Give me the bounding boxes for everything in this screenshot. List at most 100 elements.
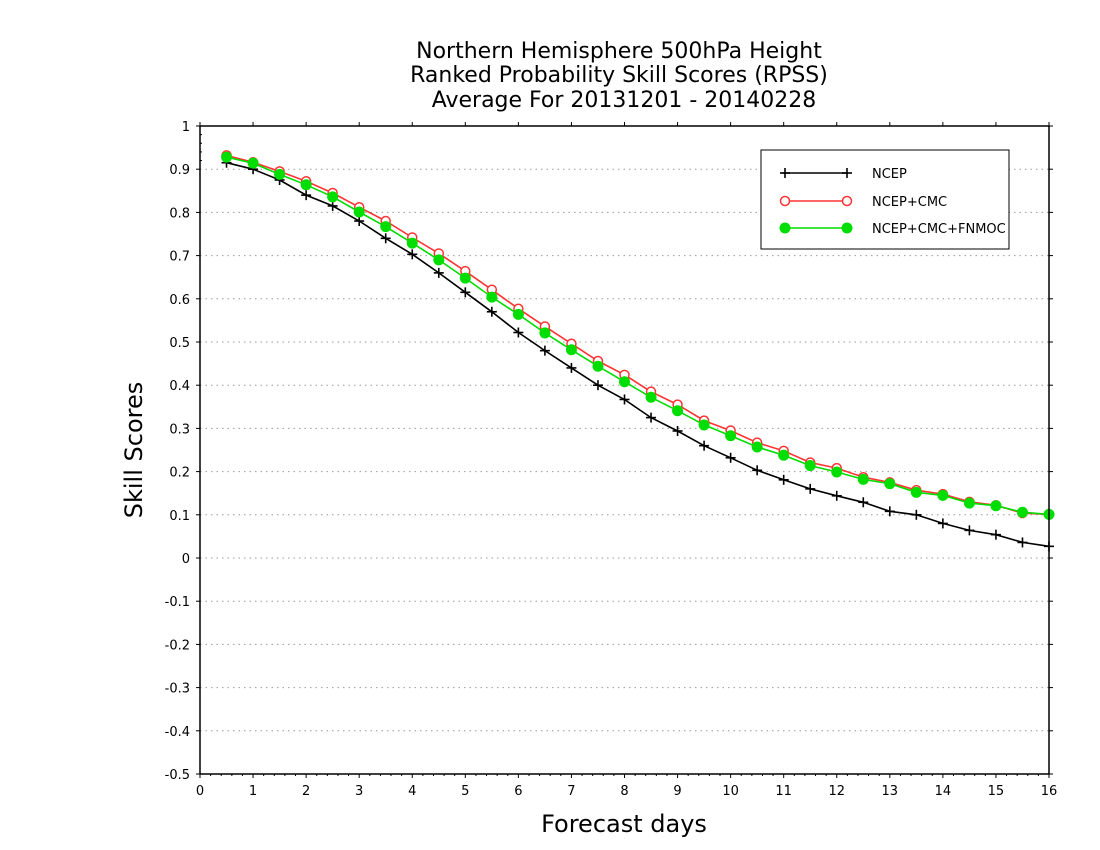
data-point: [725, 430, 737, 442]
data-point: [459, 272, 471, 284]
x-tick-label: 0: [196, 784, 204, 799]
y-tick-label: -0.5: [165, 768, 190, 783]
data-point: [646, 412, 657, 423]
data-point: [910, 486, 922, 498]
data-point: [911, 509, 922, 520]
y-tick-label: 0.2: [169, 466, 190, 481]
x-tick-label: 7: [567, 784, 575, 799]
data-point: [327, 200, 338, 211]
x-tick-label: 14: [935, 784, 952, 799]
y-tick-label: -0.3: [165, 682, 190, 697]
chart-title: Northern Hemisphere 500hPa Height Ranked…: [410, 39, 828, 113]
x-tick-label: 9: [673, 784, 681, 799]
data-point: [1017, 537, 1028, 548]
data-point: [1016, 506, 1028, 518]
x-tick-label: 3: [355, 784, 363, 799]
data-point: [566, 362, 577, 373]
x-tick-label: 12: [828, 784, 845, 799]
x-tick-label: 1: [249, 784, 257, 799]
x-tick-label: 11: [775, 784, 792, 799]
y-tick-label: 0.6: [169, 293, 190, 308]
legend-marker: [779, 222, 791, 234]
data-point: [274, 168, 286, 180]
y-tick-label: -0.2: [165, 638, 190, 653]
data-point: [884, 478, 896, 490]
data-point: [406, 237, 418, 249]
y-tick-label: 0: [182, 552, 190, 567]
data-point: [831, 490, 842, 501]
legend-item-0: NCEP: [780, 167, 907, 182]
data-point: [327, 191, 339, 203]
data-point: [433, 267, 444, 278]
y-tick-label: 0.1: [169, 509, 190, 524]
legend-marker: [842, 168, 852, 178]
y-tick-label: -0.1: [165, 595, 190, 610]
data-point: [486, 291, 498, 303]
data-point: [752, 465, 763, 476]
data-point: [353, 206, 365, 218]
legend-label: NCEP+CMC+FNMOC: [872, 222, 1006, 237]
data-point: [751, 441, 763, 453]
x-tick-label: 13: [882, 784, 899, 799]
data-point: [990, 500, 1002, 512]
y-tick-label: -0.4: [165, 725, 190, 740]
x-tick-label: 2: [302, 784, 310, 799]
data-point: [539, 345, 550, 356]
x-tick-label: 8: [620, 784, 628, 799]
y-tick-label: 0.3: [169, 422, 190, 437]
data-point: [486, 306, 497, 317]
title-line-1: Northern Hemisphere 500hPa Height: [416, 39, 822, 64]
x-tick-label: 10: [722, 784, 739, 799]
data-point: [805, 483, 816, 494]
data-point: [937, 489, 949, 501]
data-point: [460, 287, 471, 298]
y-axis-label: Skill Scores: [120, 382, 148, 519]
data-point: [407, 249, 418, 260]
data-point: [990, 529, 1001, 540]
legend-marker: [841, 195, 853, 207]
data-point: [300, 179, 312, 191]
data-point: [354, 216, 365, 227]
data-point: [831, 466, 843, 478]
data-point: [619, 394, 630, 405]
series-2: [221, 151, 1055, 520]
data-point: [672, 425, 683, 436]
y-tick-label: 0.8: [169, 206, 190, 221]
y-tick-label: 0.9: [169, 163, 190, 178]
data-point: [539, 327, 551, 339]
data-point: [301, 190, 312, 201]
data-point: [698, 419, 710, 431]
data-point: [963, 497, 975, 509]
data-point: [884, 506, 895, 517]
y-tick-label: 1: [182, 120, 190, 135]
data-point: [964, 525, 975, 536]
data-point: [433, 254, 445, 266]
x-axis-label: Forecast days: [541, 810, 707, 838]
data-point: [592, 360, 604, 372]
data-point: [513, 327, 524, 338]
legend-item-1: NCEP+CMC: [779, 195, 947, 210]
data-point: [565, 344, 577, 356]
data-point: [672, 405, 684, 417]
legend-marker: [780, 168, 790, 178]
data-point: [804, 460, 816, 472]
data-point: [592, 380, 603, 391]
data-point: [937, 518, 948, 529]
title-line-2: Ranked Probability Skill Scores (RPSS): [410, 63, 828, 88]
legend-box: [760, 149, 1010, 250]
data-point: [699, 440, 710, 451]
legend-marker: [841, 222, 853, 234]
data-point: [778, 474, 789, 485]
grid-lines: [200, 168, 1049, 732]
legend-label: NCEP: [872, 167, 907, 182]
data-point: [512, 308, 524, 320]
x-tick-label: 6: [514, 784, 522, 799]
title-line-3: Average For 20131201 - 20140228: [432, 88, 817, 113]
data-point: [778, 449, 790, 461]
legend-marker: [779, 195, 791, 207]
data-point: [725, 452, 736, 463]
data-point: [858, 497, 869, 508]
x-tick-label: 15: [988, 784, 1005, 799]
y-tick-label: 0.7: [169, 250, 190, 265]
